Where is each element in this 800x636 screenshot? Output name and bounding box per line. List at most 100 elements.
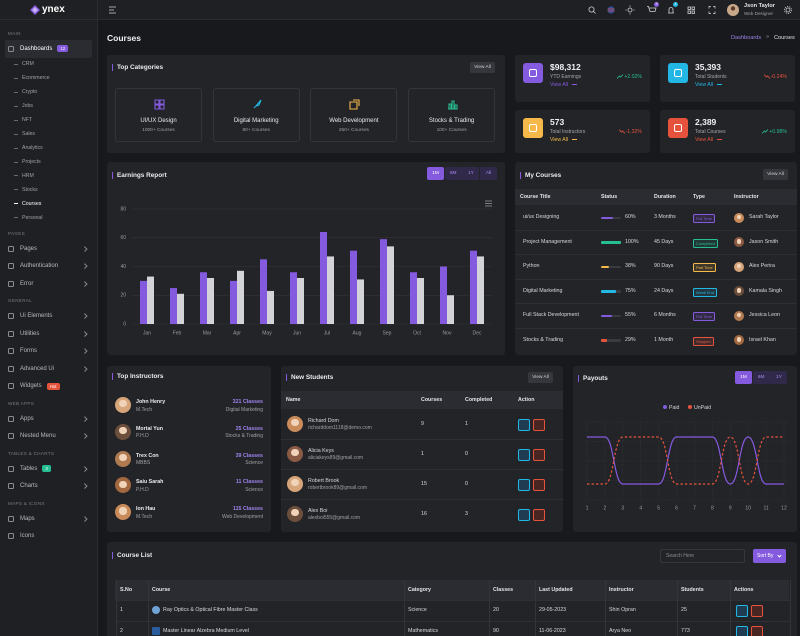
menu-section: WEB APPS: [8, 400, 35, 406]
notification-badge: 4: [673, 2, 678, 7]
table-cell: 773: [681, 627, 690, 634]
table-cell: 29-05-2023: [539, 606, 567, 613]
delete-button[interactable]: [533, 419, 545, 431]
table-header-band: [115, 580, 789, 600]
submenu-item[interactable]: Crypto: [0, 85, 97, 99]
menu-item[interactable]: Error: [0, 275, 97, 293]
breadcrumb-link[interactable]: Dashboards: [731, 35, 762, 41]
edit-button[interactable]: [736, 605, 748, 617]
view-all-button[interactable]: View All: [528, 372, 553, 383]
submenu-item[interactable]: CRM: [0, 58, 97, 72]
stat-link-arrow: [572, 83, 578, 85]
submenu-item[interactable]: Personal: [0, 211, 97, 225]
menu-toggle[interactable]: [109, 6, 116, 14]
type-badge: Completed: [693, 238, 718, 248]
submenu-item[interactable]: Analytics: [0, 141, 97, 155]
menu-item[interactable]: Widgets Hot: [0, 377, 97, 395]
category-name: UI/UX Design: [140, 118, 177, 124]
stat-link[interactable]: View All: [695, 137, 723, 143]
delete-button[interactable]: [533, 509, 545, 521]
student-completed: 0: [465, 481, 468, 487]
period-button[interactable]: 1M: [735, 371, 752, 384]
menu-arrow: [81, 246, 87, 251]
category-tile[interactable]: Stocks & Trading 100+ Courses: [408, 88, 496, 142]
search-input[interactable]: Search Here: [660, 549, 745, 563]
stat-link-text: View All: [550, 136, 569, 143]
view-all-button[interactable]: View All: [470, 62, 495, 73]
edit-button[interactable]: [518, 449, 530, 461]
period-button[interactable]: All: [480, 167, 498, 180]
theme-icon[interactable]: [627, 7, 633, 13]
instructor-name: Sarah Taylor: [749, 214, 779, 220]
submenu-item[interactable]: Ecommerce: [0, 71, 97, 85]
instructor-degree: P.H.D: [136, 433, 149, 440]
card-title: Top Categories: [112, 64, 163, 71]
fullscreen-icon[interactable]: [708, 6, 716, 14]
search-icon[interactable]: [588, 6, 595, 13]
column-header: Classes: [493, 587, 514, 593]
submenu-item[interactable]: Stocks: [0, 183, 97, 197]
progress-track: [601, 265, 621, 268]
menu-item[interactable]: Charts: [0, 477, 97, 495]
stat-link[interactable]: View All: [695, 82, 723, 88]
period-button[interactable]: 1M: [427, 167, 444, 180]
user-name[interactable]: Json Taylor: [744, 3, 775, 9]
instructor-name: Jessica Leon: [749, 312, 780, 318]
submenu-dash: [14, 63, 18, 65]
card-title: New Students: [286, 374, 333, 381]
submenu-item[interactable]: NFT: [0, 113, 97, 127]
settings-icon[interactable]: [785, 7, 791, 13]
logo[interactable]: ynex: [0, 0, 97, 20]
menu-item[interactable]: Nested Menu: [0, 427, 97, 445]
menu-item[interactable]: Authentication: [0, 257, 97, 275]
duration: 6 Months: [654, 312, 676, 318]
apps-icon[interactable]: [687, 6, 691, 10]
submenu-item[interactable]: Sales: [0, 127, 97, 141]
submenu-item[interactable]: Courses: [0, 197, 97, 211]
menu-item[interactable]: Dashboards 12: [5, 40, 92, 58]
student-name: Richard Dom: [308, 418, 339, 424]
delete-button[interactable]: [533, 449, 545, 461]
period-button[interactable]: 1Y: [770, 371, 788, 384]
period-button[interactable]: 6M: [444, 167, 462, 180]
sort-button[interactable]: Sort By: [753, 549, 786, 563]
delete-button[interactable]: [751, 605, 763, 617]
category-tile[interactable]: UI/UX Design 1000+ Courses: [115, 88, 202, 142]
bell-icon[interactable]: [668, 7, 674, 14]
menu-item[interactable]: Ui Elements: [0, 307, 97, 325]
view-all-button[interactable]: View All: [763, 169, 788, 180]
edit-button[interactable]: [518, 509, 530, 521]
column-header: Instructor: [734, 194, 759, 200]
delete-button[interactable]: [533, 479, 545, 491]
row-separator: [116, 600, 790, 601]
category-tile[interactable]: Digital Marketing 80+ Courses: [212, 88, 300, 142]
submenu-item[interactable]: HRM: [0, 169, 97, 183]
cart-icon[interactable]: [647, 6, 657, 12]
submenu-item[interactable]: Projects: [0, 155, 97, 169]
menu-item[interactable]: Tables 3: [0, 460, 97, 478]
edit-button[interactable]: [518, 419, 530, 431]
period-button[interactable]: 1Y: [462, 167, 480, 180]
menu-item[interactable]: Icons: [0, 527, 97, 545]
instructor-name: Ion Hau: [136, 506, 156, 513]
instructor-subject: Science: [245, 486, 263, 493]
stat-link[interactable]: View All: [550, 136, 578, 143]
category-tile[interactable]: Web Development 250+ Courses: [310, 88, 398, 142]
menu-item[interactable]: Apps: [0, 410, 97, 428]
edit-button[interactable]: [736, 626, 748, 636]
table-cell: Science: [408, 606, 427, 613]
menu-item[interactable]: Forms: [0, 342, 97, 360]
menu-item[interactable]: Advanced Ui: [0, 360, 97, 378]
flag-icon[interactable]: [607, 6, 615, 14]
period-button[interactable]: 6M: [752, 371, 770, 384]
submenu-item[interactable]: Jobs: [0, 99, 97, 113]
edit-button[interactable]: [518, 479, 530, 491]
delete-button[interactable]: [751, 626, 763, 636]
stat-link[interactable]: View All: [550, 82, 578, 88]
menu-item[interactable]: Utilities: [0, 325, 97, 343]
chart-menu[interactable]: [485, 200, 492, 207]
menu-item[interactable]: Pages: [0, 240, 97, 258]
column-header: Type: [693, 194, 705, 200]
menu-item[interactable]: Maps: [0, 510, 97, 528]
